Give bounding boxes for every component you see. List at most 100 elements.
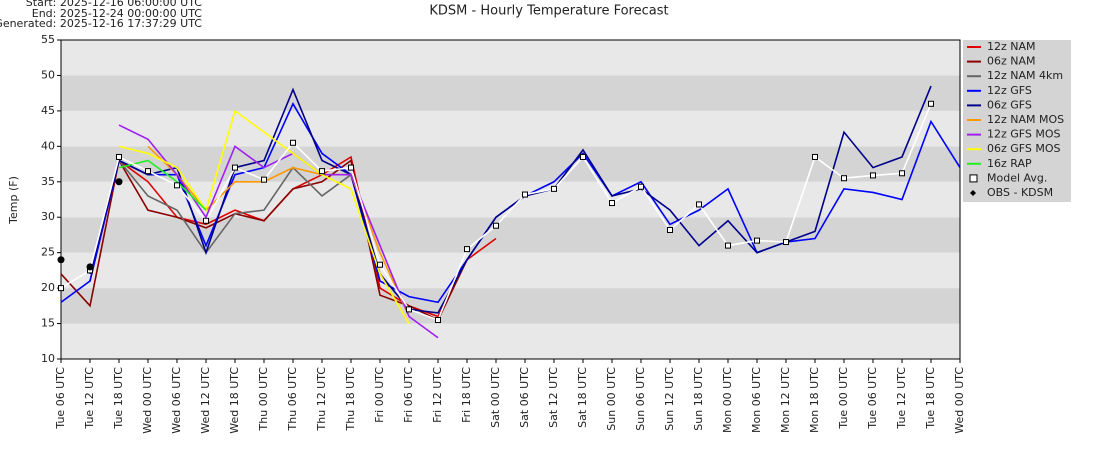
legend-label: 12z NAM MOS bbox=[987, 113, 1064, 126]
y-tick-label: 35 bbox=[41, 175, 55, 188]
grid-band bbox=[61, 40, 960, 76]
avg-point bbox=[261, 176, 267, 183]
avg-point bbox=[638, 183, 644, 190]
legend-label: 06z NAM bbox=[987, 55, 1036, 68]
avg-point bbox=[145, 168, 151, 175]
x-tick-label: Tue 12 UTC bbox=[83, 367, 96, 430]
x-tick-label: Thu 06 UTC bbox=[286, 367, 299, 432]
obs-point bbox=[57, 256, 65, 264]
avg-point bbox=[174, 182, 180, 189]
x-tick-label: Fri 12 UTC bbox=[431, 367, 444, 423]
x-tick-label: Wed 12 UTC bbox=[199, 367, 212, 434]
y-tick-label: 45 bbox=[41, 104, 55, 117]
legend-swatch bbox=[969, 174, 978, 183]
avg-point bbox=[783, 239, 789, 246]
header-line: End: 2025-12-24 00:00:00 UTC bbox=[32, 7, 203, 20]
y-tick-label: 20 bbox=[41, 281, 55, 294]
avg-point bbox=[290, 139, 296, 146]
grid-band bbox=[61, 75, 960, 111]
series-line bbox=[89, 85, 932, 314]
legend-swatch bbox=[970, 190, 976, 196]
x-tick-label: Sun 18 UTC bbox=[692, 367, 705, 431]
x-tick-label: Sat 12 UTC bbox=[547, 367, 560, 428]
legend-label: 12z NAM 4km bbox=[987, 69, 1063, 82]
header-line: Start: 2025-12-16 06:00:00 UTC bbox=[26, 0, 203, 9]
x-tick-label: Sun 06 UTC bbox=[634, 367, 647, 431]
avg-point bbox=[725, 242, 731, 249]
legend-label: 06z GFS MOS bbox=[987, 142, 1061, 155]
y-tick-label: 30 bbox=[41, 210, 55, 223]
avg-point bbox=[203, 217, 209, 224]
x-tick-label: Sat 00 UTC bbox=[489, 367, 502, 428]
legend-label: Model Avg. bbox=[987, 171, 1047, 184]
x-tick-label: Tue 18 UTC bbox=[924, 367, 937, 430]
x-tick-label: Tue 00 UTC bbox=[837, 367, 850, 430]
chart-title: KDSM - Hourly Temperature Forecast bbox=[429, 4, 668, 19]
x-tick-label: Thu 18 UTC bbox=[344, 367, 357, 432]
grid-band bbox=[61, 288, 960, 324]
grid-band bbox=[61, 252, 960, 289]
x-tick-label: Tue 06 UTC bbox=[54, 367, 67, 430]
y-axis-label: Temp (F) bbox=[7, 176, 20, 225]
x-tick-label: Mon 00 UTC bbox=[721, 367, 734, 433]
x-tick-label: Fri 18 UTC bbox=[460, 367, 473, 423]
plot-frame bbox=[60, 39, 961, 360]
avg-point bbox=[551, 185, 557, 192]
avg-point bbox=[377, 261, 383, 268]
x-tick-label: Tue 06 UTC bbox=[866, 367, 879, 430]
y-tick-label: 55 bbox=[41, 33, 55, 46]
grid-band bbox=[61, 323, 960, 359]
legend-label: 12z GFS bbox=[987, 84, 1032, 97]
avg-point bbox=[58, 285, 64, 292]
x-tick-label: Fri 00 UTC bbox=[373, 367, 386, 423]
x-tick-label: Sun 12 UTC bbox=[663, 367, 676, 431]
avg-point bbox=[667, 226, 673, 233]
avg-point bbox=[812, 153, 818, 160]
legend-label: 12z NAM bbox=[987, 40, 1036, 53]
avg-point bbox=[696, 201, 702, 208]
x-tick-label: Wed 18 UTC bbox=[228, 367, 241, 434]
avg-point bbox=[580, 153, 586, 160]
legend-label: 16z RAP bbox=[987, 157, 1032, 170]
legend-label: 12z GFS MOS bbox=[987, 128, 1061, 141]
y-tick-label: 50 bbox=[41, 68, 55, 81]
x-tick-label: Sat 06 UTC bbox=[518, 367, 531, 428]
avg-point bbox=[870, 172, 876, 179]
series-line bbox=[118, 109, 410, 324]
x-tick-label: Tue 12 UTC bbox=[895, 367, 908, 430]
avg-point bbox=[116, 153, 122, 160]
x-tick-label: Thu 00 UTC bbox=[257, 367, 270, 432]
avg-point bbox=[522, 191, 528, 198]
x-tick-label: Sat 18 UTC bbox=[576, 367, 589, 428]
x-tick-label: Wed 00 UTC bbox=[141, 367, 154, 434]
legend-label: 06z GFS bbox=[987, 98, 1032, 111]
avg-point bbox=[464, 246, 470, 253]
x-tick-label: Fri 06 UTC bbox=[402, 367, 415, 423]
obs-point bbox=[86, 263, 94, 271]
y-tick-label: 40 bbox=[41, 139, 55, 152]
x-tick-label: Mon 18 UTC bbox=[808, 367, 821, 433]
y-tick-label: 25 bbox=[41, 246, 55, 259]
y-tick-label: 15 bbox=[41, 317, 55, 330]
avg-point bbox=[348, 164, 354, 171]
avg-point bbox=[435, 317, 441, 324]
avg-point bbox=[754, 237, 760, 244]
x-tick-label: Wed 00 UTC bbox=[953, 367, 966, 434]
legend-label: OBS - KDSM bbox=[987, 186, 1053, 199]
avg-point bbox=[841, 175, 847, 182]
x-tick-label: Thu 12 UTC bbox=[315, 367, 328, 432]
x-tick-label: Mon 06 UTC bbox=[750, 367, 763, 433]
avg-point bbox=[406, 306, 412, 313]
avg-point bbox=[493, 222, 499, 229]
grid-band bbox=[61, 146, 960, 182]
avg-point bbox=[319, 168, 325, 175]
avg-point bbox=[609, 200, 615, 207]
x-tick-label: Mon 12 UTC bbox=[779, 367, 792, 433]
series-line bbox=[60, 158, 468, 322]
avg-point bbox=[232, 164, 238, 171]
x-tick-label: Sun 00 UTC bbox=[605, 367, 618, 431]
grid-band bbox=[61, 110, 960, 147]
series-line bbox=[118, 160, 381, 282]
header-line: Generated: 2025-12-16 17:37:29 UTC bbox=[0, 17, 202, 30]
